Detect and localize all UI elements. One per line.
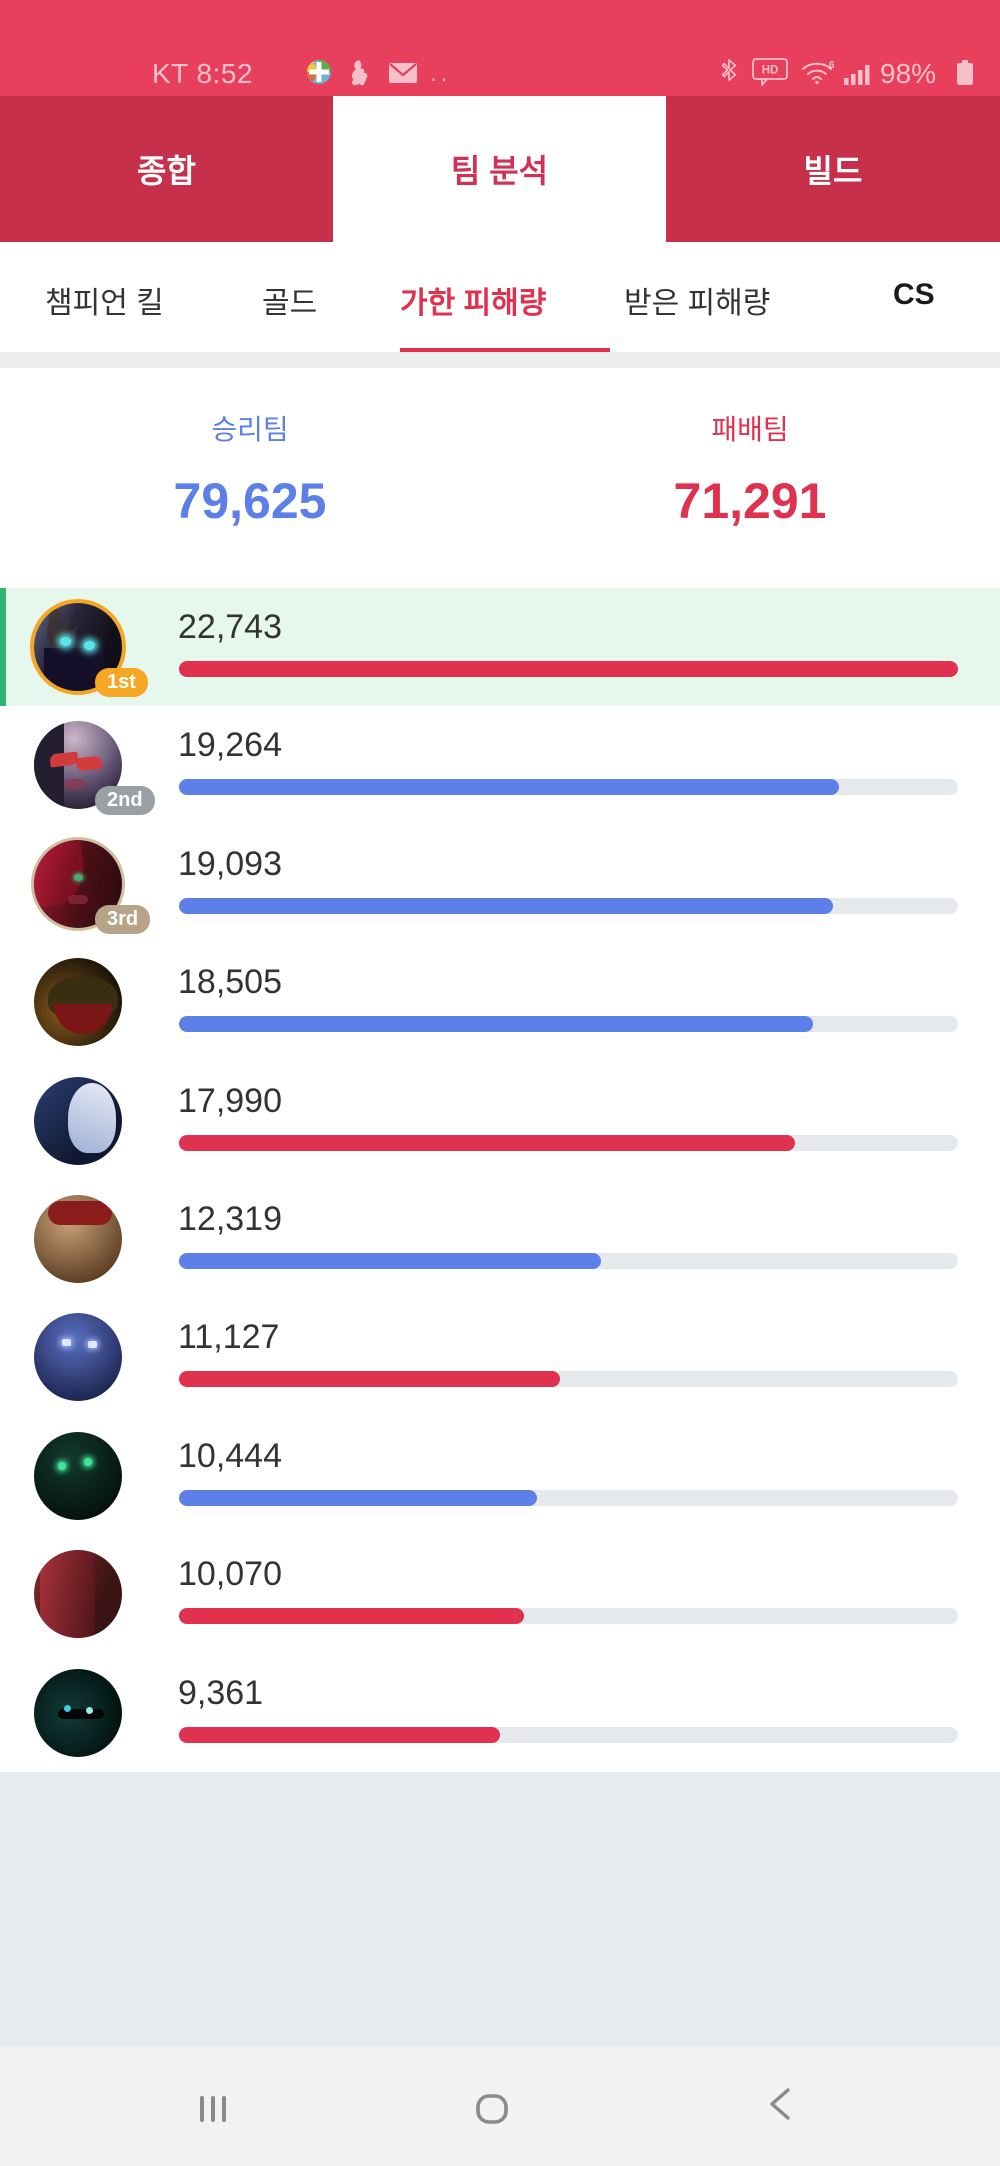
svg-text:6: 6 — [829, 60, 834, 71]
svg-text:HD: HD — [762, 65, 779, 77]
